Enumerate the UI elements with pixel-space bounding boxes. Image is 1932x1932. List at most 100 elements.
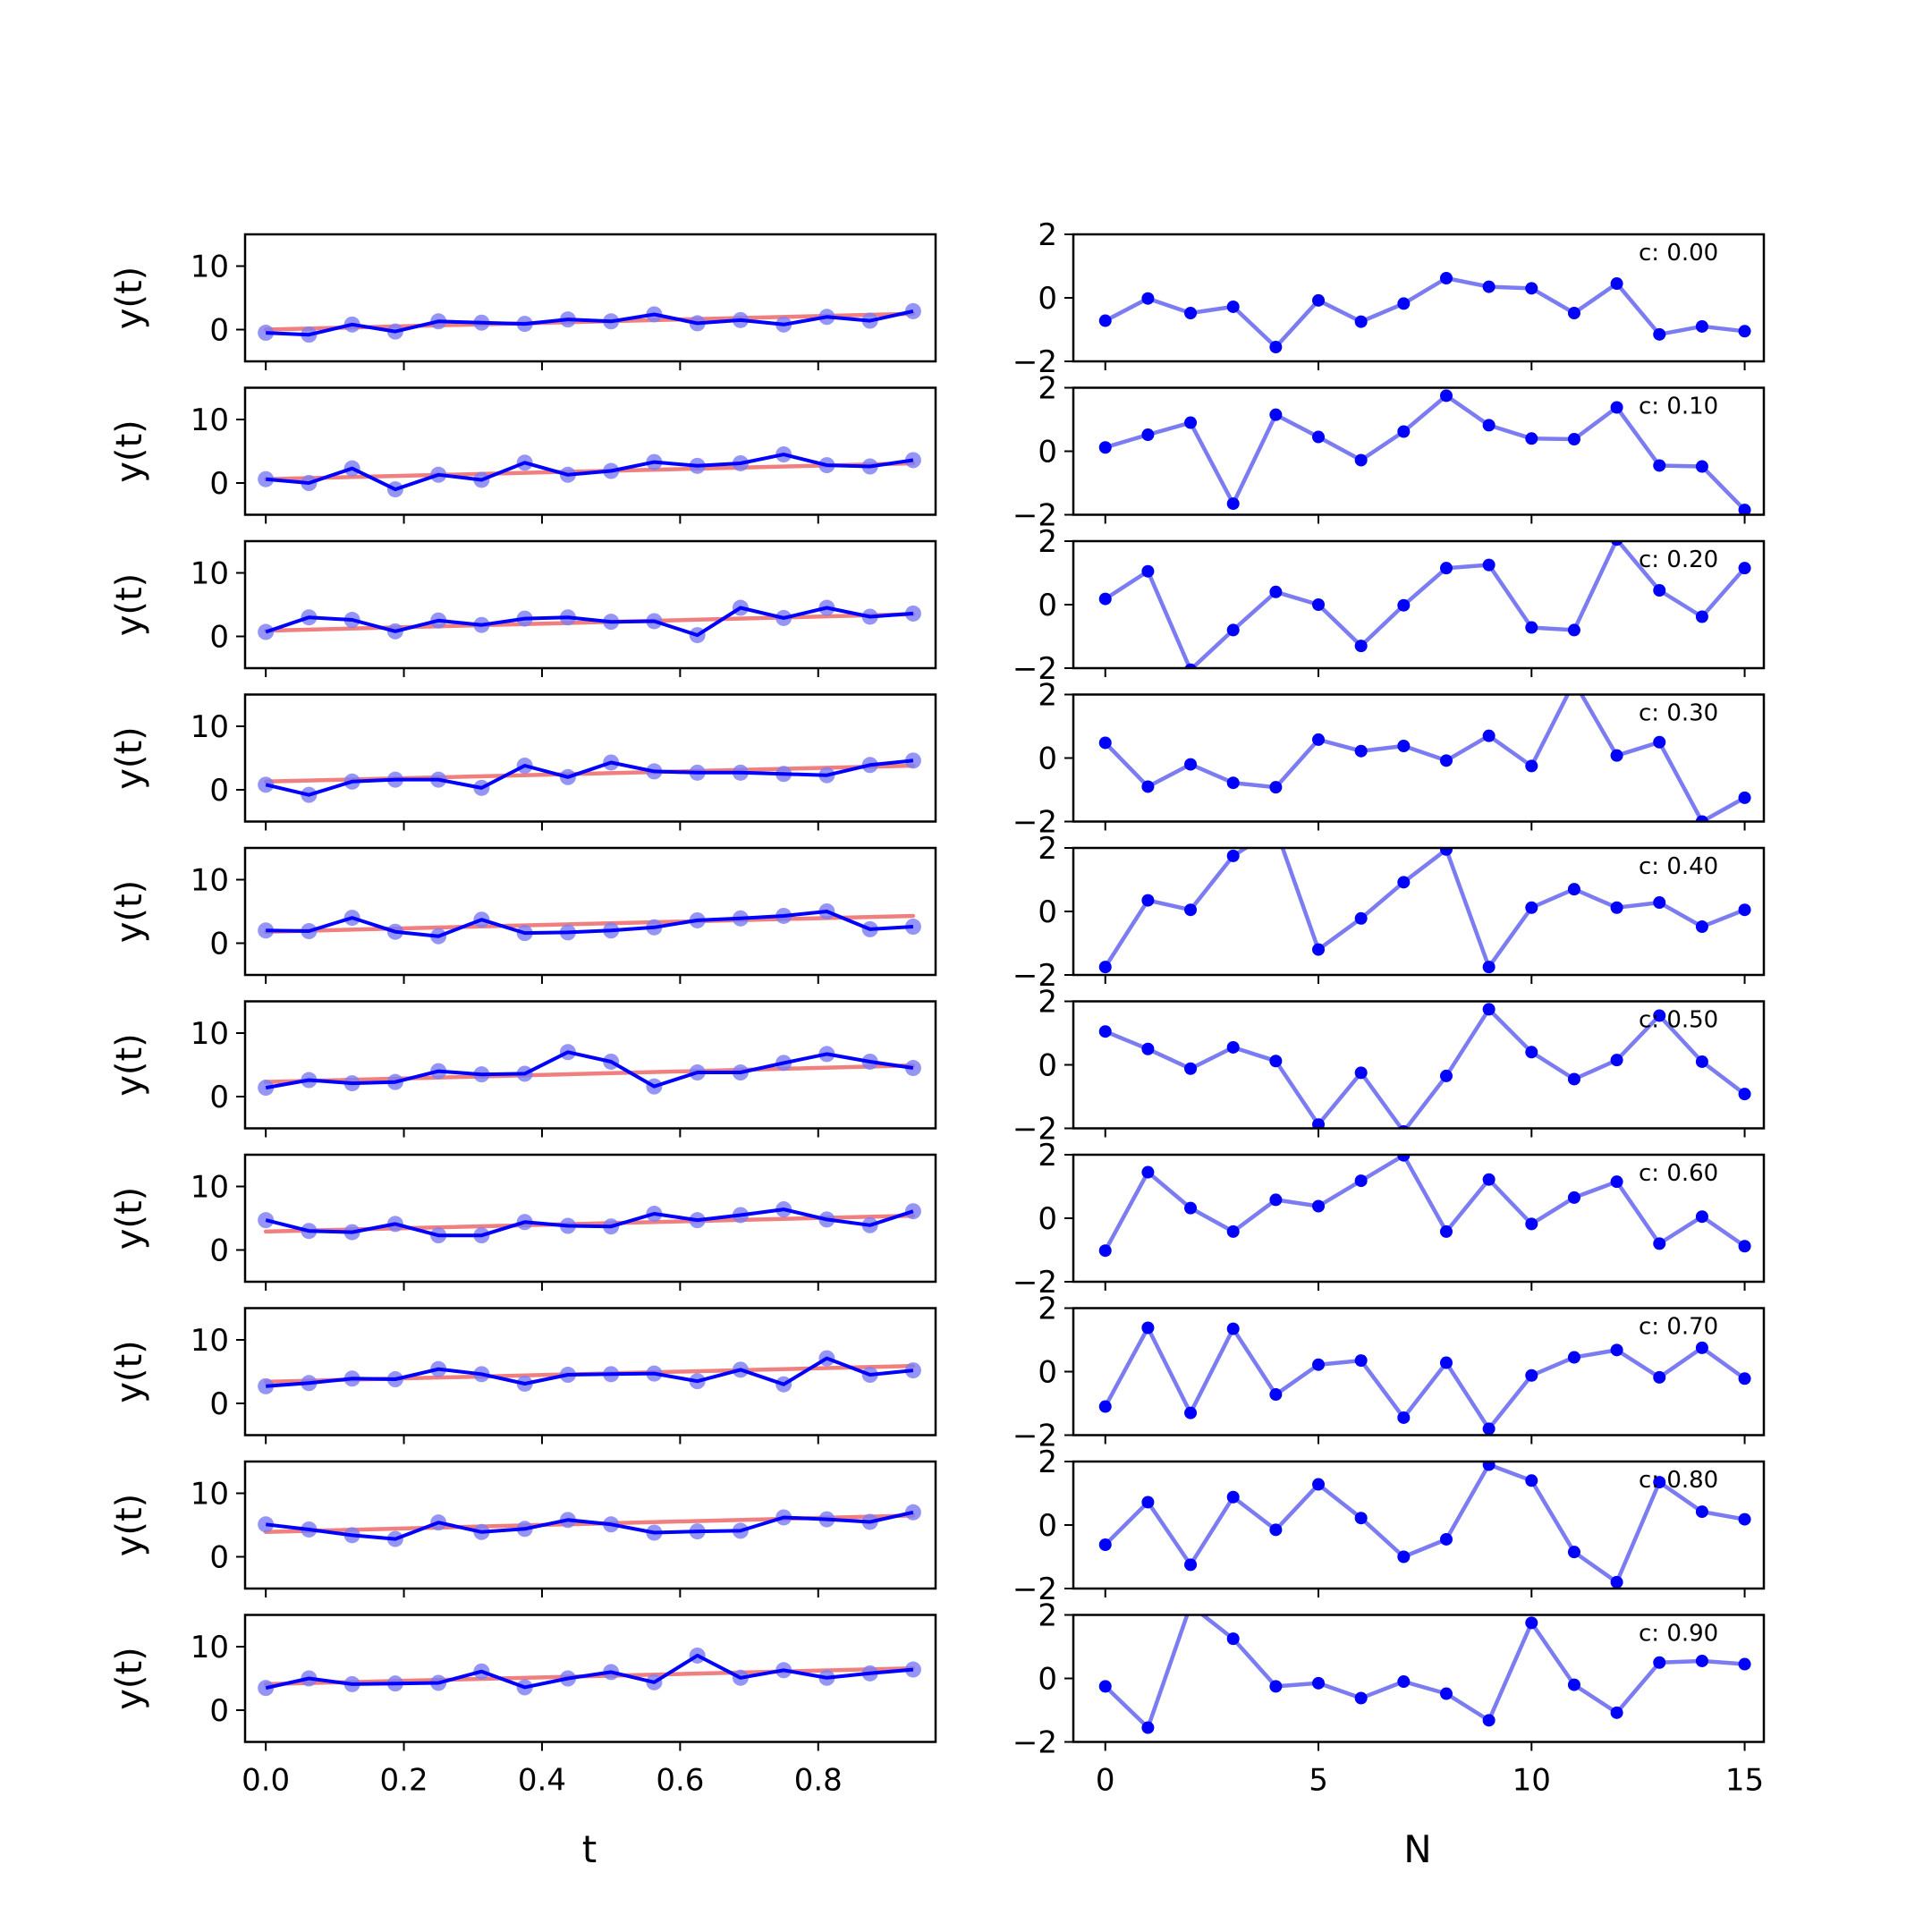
series-point: [1653, 1370, 1666, 1384]
panel-annotation: c: 0.20: [1639, 547, 1718, 573]
series-point: [1610, 401, 1623, 414]
series-point: [1610, 901, 1623, 914]
series-point: [1269, 341, 1283, 354]
series-point: [1653, 584, 1666, 597]
right-panel-2: −2 0 2 c: 0.20: [1013, 524, 1766, 687]
series-point: [1098, 736, 1112, 750]
series-point: [1695, 319, 1708, 333]
y-tick-label: 2: [1038, 1138, 1057, 1174]
series-point: [1184, 758, 1198, 771]
y-axis-label: y(t): [109, 1647, 150, 1710]
noisy-point: [904, 605, 921, 622]
series-point: [1312, 1118, 1326, 1129]
series-point: [1610, 1175, 1623, 1189]
y-tick-label: −2: [1013, 344, 1057, 380]
signal-line: [265, 1510, 914, 1541]
y-tick-label: 2: [1038, 217, 1057, 253]
x-tick-label: 15: [1725, 1763, 1764, 1799]
series-line: [1104, 1007, 1746, 1129]
series-point: [1312, 293, 1326, 307]
panel-annotation: c: 0.30: [1639, 700, 1718, 727]
signal-line: [265, 1653, 914, 1690]
y-tick-label: 2: [1038, 524, 1057, 560]
series-point: [1567, 1546, 1580, 1559]
noisy-point: [904, 919, 921, 936]
series-point: [1226, 497, 1240, 511]
series-point: [1439, 754, 1453, 767]
series-point: [1610, 1575, 1623, 1589]
x-tick-label: 0: [1096, 1763, 1115, 1799]
series-line: [1104, 1462, 1745, 1585]
right-panel-5: −2 0 2 c: 0.50: [1013, 985, 1766, 1148]
y-tick-label: 10: [191, 402, 229, 438]
series-point: [1567, 433, 1580, 446]
series-line: [1104, 541, 1747, 668]
series-point: [1354, 1512, 1368, 1525]
series-point: [1525, 1217, 1538, 1231]
series-point: [1226, 1040, 1240, 1054]
series-point: [1567, 1678, 1580, 1691]
y-tick-label: 10: [191, 1170, 229, 1206]
series-point: [1653, 735, 1666, 749]
series-point: [1695, 1341, 1708, 1354]
y-tick-label: 10: [191, 1630, 229, 1665]
series-point: [1098, 1538, 1112, 1552]
series-line: [1104, 275, 1745, 350]
series-point: [1098, 1400, 1112, 1413]
y-tick-label: 0: [209, 1540, 229, 1576]
series-point: [1141, 1042, 1155, 1055]
axes-frame: [243, 1153, 937, 1284]
series-line: [1103, 1155, 1746, 1252]
series-point: [1610, 277, 1623, 291]
series-point: [1738, 504, 1751, 515]
series-point: [1567, 883, 1580, 896]
axes-frame: [243, 1614, 937, 1743]
signal-line: [266, 309, 914, 337]
series-point: [1226, 849, 1240, 862]
panel-annotation: c: 0.60: [1639, 1160, 1718, 1187]
noisy-point: [258, 1377, 275, 1394]
series-point: [1397, 1411, 1411, 1424]
series-point: [1354, 640, 1368, 653]
series-point: [1567, 1191, 1580, 1204]
right-panel-0: −2 0 2 c: 0.00: [1013, 217, 1766, 380]
series-point: [1184, 307, 1198, 320]
series-point: [1141, 1321, 1155, 1335]
series-point: [1184, 1201, 1198, 1215]
signal-line: [266, 1356, 914, 1388]
series-point: [1184, 663, 1197, 668]
noisy-point: [904, 1504, 921, 1521]
series-point: [1482, 729, 1496, 742]
series-point: [1738, 562, 1751, 575]
y-tick-label: 0: [1038, 281, 1057, 317]
series-point: [1653, 327, 1666, 341]
axes-frame: [243, 233, 937, 363]
y-tick-label: 0: [1038, 1508, 1057, 1544]
y-tick-label: 0: [209, 1386, 229, 1422]
y-tick-label: 10: [191, 1016, 229, 1052]
y-axis-label: y(t): [109, 1187, 150, 1250]
series-point: [1141, 1496, 1155, 1509]
series-point: [1738, 1513, 1751, 1526]
y-tick-label: −2: [1013, 1112, 1057, 1148]
series-point: [1738, 1240, 1751, 1253]
series-point: [1525, 621, 1538, 634]
y-tick-label: 0: [209, 773, 229, 809]
series-point: [1567, 1351, 1580, 1364]
noisy-point: [258, 922, 275, 939]
series-point: [1482, 1714, 1496, 1727]
left-x-axis-label: t: [582, 1827, 597, 1871]
right-column-plots: −2 0 2 c: 0.00 −2 0 2 c: 0.10 −2 0 2 c: 0.20 −2 0 2 c: …: [1013, 217, 1766, 1799]
y-tick-label: −2: [1013, 1419, 1057, 1454]
y-tick-label: 2: [1038, 371, 1057, 407]
series-point: [1397, 1550, 1411, 1563]
y-tick-label: 10: [191, 709, 229, 745]
y-tick-label: −2: [1013, 958, 1057, 994]
y-tick-label: 2: [1038, 1445, 1057, 1480]
series-point: [1525, 1046, 1538, 1059]
series-point: [1610, 1706, 1623, 1719]
y-tick-label: 0: [209, 927, 229, 962]
series-point: [1653, 1009, 1666, 1022]
